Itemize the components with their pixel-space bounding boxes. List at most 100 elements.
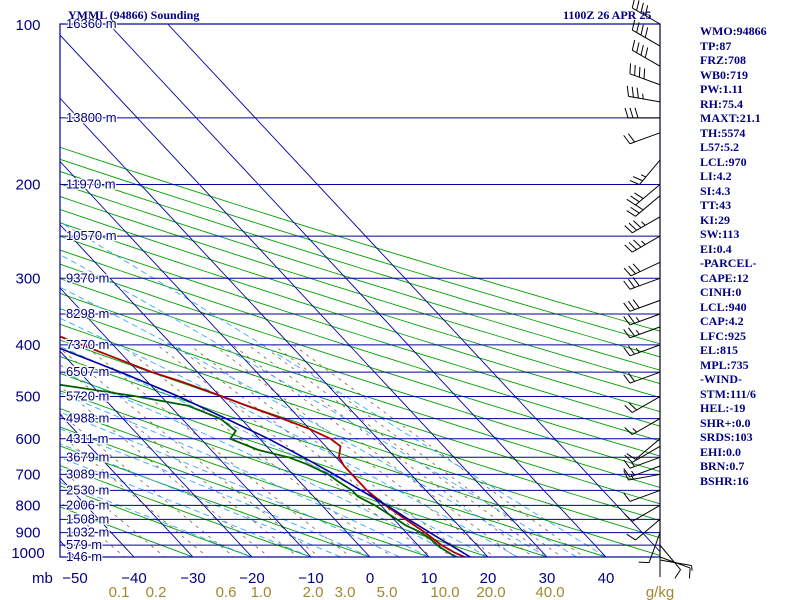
index-item: CAP:4.2 bbox=[700, 314, 744, 328]
mixing-ratio-tick-label: 20.0 bbox=[476, 584, 505, 600]
wind-barb bbox=[623, 344, 661, 357]
index-item: HEL:-19 bbox=[700, 401, 746, 415]
temperature-tick-label: 40 bbox=[598, 570, 615, 587]
wind-barb-feather bbox=[632, 277, 640, 287]
temperature-tick-label: −30 bbox=[180, 570, 205, 587]
index-item: WMO:94866 bbox=[700, 24, 767, 38]
wind-barb bbox=[624, 445, 661, 463]
pressure-tick-label: 400 bbox=[15, 337, 40, 354]
mixing-ratio-line bbox=[60, 348, 321, 557]
wind-barb bbox=[623, 470, 661, 481]
wind-barb-feather bbox=[623, 492, 631, 502]
mixing-ratio-tick-label: 0.1 bbox=[109, 584, 130, 600]
wind-barb bbox=[624, 235, 661, 253]
temperature-tick-label: 10 bbox=[421, 570, 438, 587]
wind-barb-half-feather bbox=[631, 470, 636, 476]
wind-barb bbox=[624, 418, 661, 436]
wind-barb-feather bbox=[636, 22, 640, 33]
wind-barb bbox=[623, 326, 661, 339]
wind-barb bbox=[623, 277, 661, 290]
wind-barb-feather bbox=[627, 133, 636, 143]
index-item: CAPE:12 bbox=[700, 270, 749, 285]
wind-barb-feather bbox=[634, 65, 636, 76]
height-label: 3679 m bbox=[66, 449, 109, 464]
wind-barb bbox=[623, 465, 661, 478]
index-item: FRZ:708 bbox=[700, 53, 746, 67]
height-label: 11970 m bbox=[66, 176, 116, 191]
pressure-tick-label: 600 bbox=[15, 431, 40, 448]
wind-barb-shaft bbox=[639, 159, 661, 185]
dry-adiabat bbox=[60, 278, 660, 473]
height-label: 4988 m bbox=[66, 411, 109, 426]
wind-barb bbox=[623, 313, 661, 326]
mixing-ratio-line bbox=[156, 344, 433, 557]
isotherm-line bbox=[108, 24, 607, 557]
wind-barb-feather bbox=[627, 278, 636, 288]
dry-adiabat bbox=[60, 323, 660, 522]
wind-barb-shaft bbox=[629, 299, 661, 312]
wind-barb-feather bbox=[626, 85, 629, 97]
wind-barb-shaft bbox=[632, 7, 661, 25]
wind-barb-feather bbox=[626, 453, 636, 460]
wind-barb-shaft bbox=[632, 396, 661, 413]
wind-barb-half-feather bbox=[630, 474, 634, 480]
index-item: SI:4.3 bbox=[700, 183, 731, 198]
pressure-unit-label: mb bbox=[32, 570, 53, 587]
moist-adiabat bbox=[60, 428, 371, 557]
wind-barb bbox=[623, 371, 661, 384]
wind-barb-shaft bbox=[635, 438, 661, 460]
index-item: MPL:735 bbox=[700, 357, 749, 372]
dry-adiabat bbox=[60, 356, 660, 556]
wind-barb-feather bbox=[632, 299, 640, 309]
wind-barb bbox=[626, 184, 661, 206]
dry-adiabat bbox=[60, 292, 660, 488]
wind-barb-feather bbox=[624, 244, 633, 253]
index-item: CINH:0 bbox=[700, 285, 742, 299]
wind-barb-feather bbox=[638, 66, 641, 78]
isotherm-line bbox=[60, 97, 489, 557]
wind-barb-shaft bbox=[629, 132, 661, 145]
dry-adiabat bbox=[60, 372, 608, 557]
dewpoint-line bbox=[60, 383, 457, 557]
mixing-ratio-tick-label: 5.0 bbox=[377, 584, 398, 600]
wind-barb bbox=[631, 0, 661, 25]
moist-adiabat bbox=[60, 443, 341, 557]
dry-adiabat bbox=[60, 263, 660, 457]
wind-barb-half-feather bbox=[631, 462, 636, 467]
index-item: EHI:0.0 bbox=[700, 444, 742, 459]
wind-barb-shaft bbox=[632, 445, 661, 463]
wind-barb-feather bbox=[631, 0, 635, 9]
wind-barb-feather bbox=[629, 179, 640, 186]
wind-barb bbox=[626, 85, 661, 103]
wind-barb-feather bbox=[623, 329, 631, 339]
height-label: 1508 m bbox=[66, 511, 109, 526]
wind-barb-half-feather bbox=[641, 240, 646, 245]
wind-barb-feather bbox=[623, 470, 629, 481]
height-label: 13800 m bbox=[66, 110, 117, 125]
wind-barb bbox=[623, 489, 661, 502]
observation-time: 1100Z 26 APR 25 bbox=[563, 8, 652, 22]
mixing-ratio-line bbox=[247, 344, 535, 557]
index-item: SRDS:103 bbox=[700, 430, 753, 444]
pressure-tick-label: 100 bbox=[15, 17, 40, 34]
height-label: 4311 m bbox=[66, 431, 108, 446]
height-label: 7370 m bbox=[66, 337, 109, 352]
wind-barb-half-feather bbox=[635, 317, 640, 322]
isotherm-line bbox=[60, 224, 371, 557]
index-item: PW:1.11 bbox=[700, 82, 744, 96]
index-item: STM:111/6 bbox=[700, 386, 757, 401]
mixing-ratio-line bbox=[60, 363, 299, 557]
wind-barb-feather bbox=[624, 454, 633, 463]
wind-barb bbox=[623, 132, 661, 145]
wind-barb-feather bbox=[623, 316, 631, 326]
mixing-ratio-tick-label: 0.6 bbox=[216, 584, 237, 600]
wind-barb-feather bbox=[624, 225, 633, 234]
wind-barb-feather bbox=[644, 47, 649, 58]
wind-barb-shaft bbox=[629, 277, 661, 290]
height-label: 146 m bbox=[66, 549, 102, 564]
index-item: LCL:940 bbox=[700, 299, 747, 314]
temperature-tick-label: −50 bbox=[62, 570, 87, 587]
moist-adiabat bbox=[60, 286, 548, 557]
wind-barb-shaft bbox=[630, 261, 661, 277]
mixing-ratio-unit-label: g/kg bbox=[646, 584, 674, 600]
